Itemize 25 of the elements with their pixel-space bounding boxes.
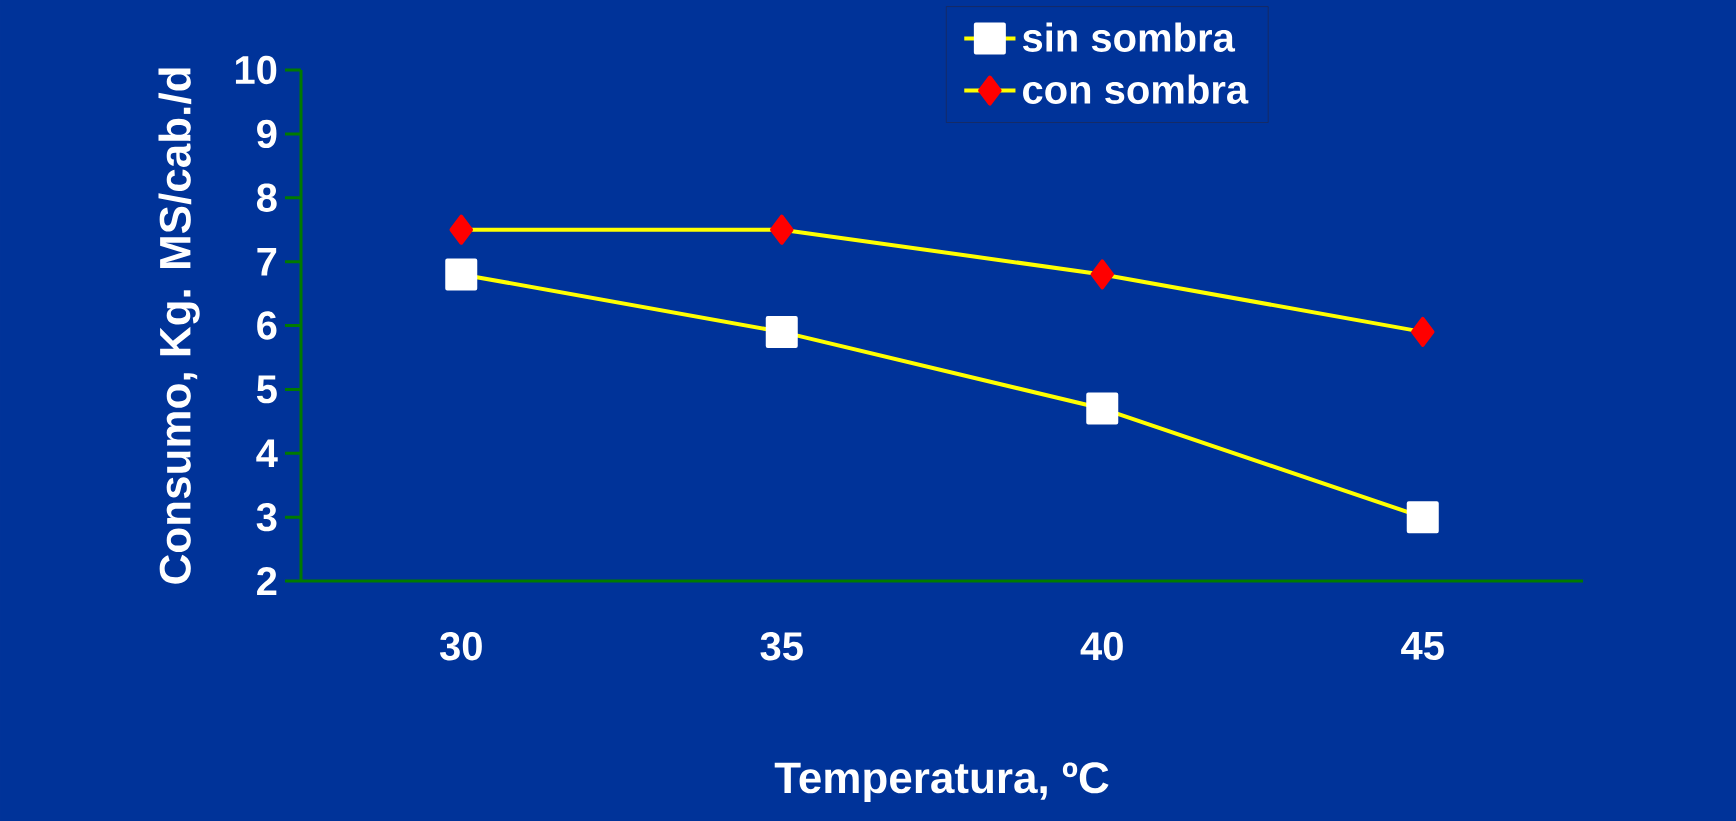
x-tick-label: 45	[1401, 632, 1444, 660]
y-tick-label: 10	[235, 55, 277, 85]
point	[1411, 316, 1435, 347]
point	[445, 258, 478, 291]
point	[1090, 259, 1114, 290]
point	[1406, 501, 1439, 534]
y-tick-label: 4	[256, 439, 278, 468]
legend-label: con sombra	[1023, 74, 1249, 104]
x-tick-label: 40	[1080, 632, 1123, 661]
y-tick-label: 6	[257, 311, 277, 340]
x-axis-title: Temperatura, ºC	[774, 762, 1109, 803]
y-tick-label: 9	[257, 119, 277, 149]
y-tick-label: 3	[256, 502, 277, 532]
legend-label: sin sombra	[1022, 22, 1236, 52]
y-tick-label: 8	[256, 183, 277, 212]
x-tick-label: 30	[439, 632, 482, 661]
y-tick-label: 7	[257, 247, 277, 276]
y-tick-label: 5	[256, 375, 277, 404]
point	[765, 315, 798, 348]
point	[1086, 392, 1119, 425]
point	[449, 214, 473, 245]
x-tick-label: 35	[760, 632, 803, 661]
y-axis-title: Consumo, Kg. MS/cab./d	[158, 68, 200, 584]
y-tick-label: 2	[257, 567, 277, 595]
point	[770, 214, 794, 245]
